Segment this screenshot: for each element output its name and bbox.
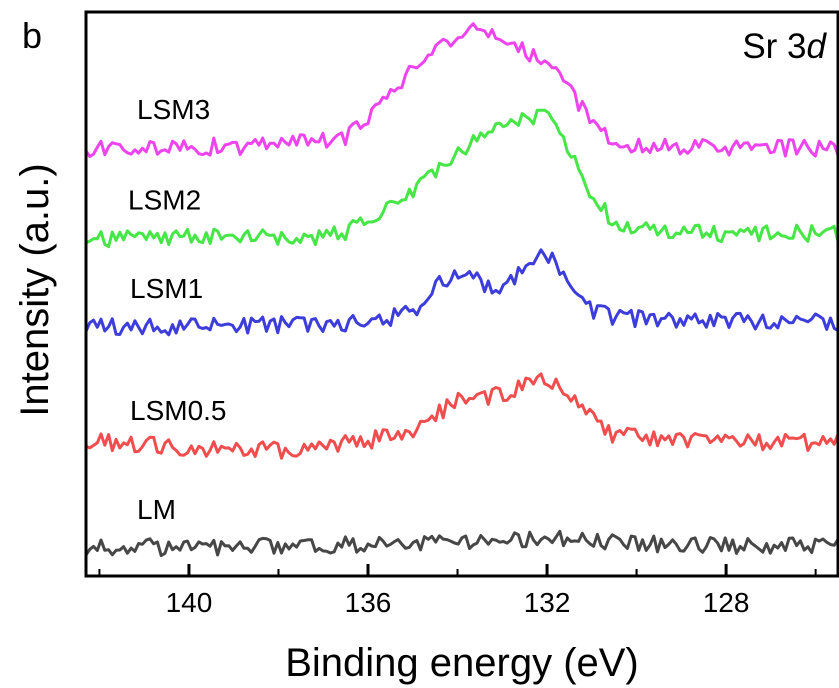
series-label-layer: LM LSM0.5 LSM1 LSM2 LSM3 (128, 94, 227, 525)
x-tick-layer: 140 136 132 128 (99, 564, 815, 618)
series-label-lsm0-5: LSM0.5 (130, 395, 227, 426)
series-label-lsm3: LSM3 (137, 94, 210, 125)
x-axis-title: Binding energy (eV) (285, 641, 639, 685)
series-label-lsm2: LSM2 (128, 185, 201, 216)
core-level-annotation: Sr 3d (742, 27, 827, 66)
x-tick-label: 128 (703, 587, 750, 618)
series-line-lsm2 (86, 110, 838, 247)
series-label-lm: LM (137, 494, 176, 525)
series-label-lsm1: LSM1 (130, 273, 203, 304)
x-tick-label: 140 (166, 587, 213, 618)
series-line-lm (86, 531, 838, 555)
series-line-lsm3 (86, 24, 838, 157)
x-tick-label: 136 (345, 587, 392, 618)
annotation-italic: d (807, 27, 828, 66)
annotation-main: Sr 3 (742, 27, 806, 66)
x-tick-label: 132 (524, 587, 571, 618)
y-axis-title: Intensity (a.u.) (13, 163, 57, 416)
panel-label: b (22, 15, 42, 56)
